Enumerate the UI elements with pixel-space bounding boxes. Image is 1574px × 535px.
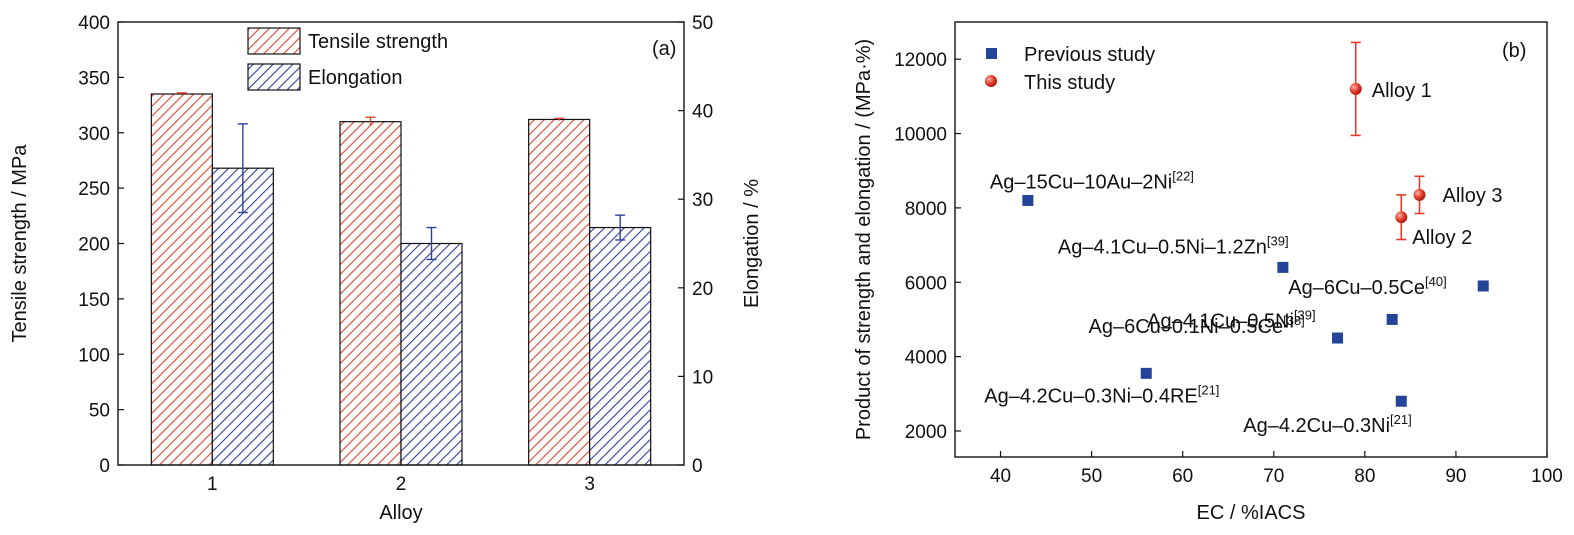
y-tick-label: 0 [99, 456, 110, 477]
x-tick-label: 3 [584, 474, 595, 495]
bar-tensile-strength [528, 118, 591, 466]
legend-label: This study [1024, 72, 1115, 94]
point-label: Alloy 1 [1372, 80, 1432, 102]
bar-elongation [589, 226, 652, 466]
axis-ticks: 40 50 60 70 80 90 100 2000 4000 6000 8000 10000 1200… [894, 50, 1563, 487]
bars [150, 93, 652, 466]
point-previous-study [1386, 313, 1398, 325]
y-tick-label: 400 [78, 13, 110, 34]
point-label: Ag–6Cu–0.1Ni–0.5Ce[38] [1089, 313, 1305, 338]
point-previous-study [1022, 194, 1034, 206]
panel-label: (a) [652, 38, 676, 60]
data-points: Ag–15Cu–10Au–2Ni[22] Ag–4.1Cu–0.5Ni–1.2Zn… [984, 41, 1503, 437]
legend-label: Elongation [308, 67, 403, 89]
y-tick-label: 250 [78, 179, 110, 200]
point-label: Alloy 3 [1442, 185, 1502, 207]
legend: Tensile strength Elongation [247, 27, 448, 91]
legend-swatch [247, 63, 301, 91]
y-tick-label: 100 [78, 345, 110, 366]
y-tick-label: 50 [89, 401, 110, 422]
panel-b-scatter-chart: 40 50 60 70 80 90 100 2000 4000 6000 8000 10000 1200… [853, 21, 1563, 524]
error-bars [176, 92, 626, 261]
legend: Previous study This study [985, 44, 1155, 94]
panel-label: (b) [1502, 40, 1526, 62]
bar-elongation [211, 167, 274, 466]
bar-tensile-strength [339, 121, 402, 466]
y-tick-label: 300 [78, 124, 110, 145]
point-label: Ag–4.1Cu–0.5Ni[39] [1147, 307, 1315, 332]
y-tick-label: 150 [78, 290, 110, 311]
x-tick-label: 90 [1445, 466, 1466, 487]
x-axis-title: Alloy [379, 502, 422, 524]
legend-marker-circle [985, 75, 997, 87]
point-previous-study [1277, 261, 1289, 273]
x-tick-label: 50 [1081, 466, 1102, 487]
legend-label: Tensile strength [308, 31, 448, 53]
y-tick-label: 12000 [894, 50, 947, 71]
point-label: Ag–4.2Cu–0.3Ni[21] [1243, 412, 1411, 437]
y-tick-label: 2000 [905, 422, 947, 443]
y-axis-right-title: Elongation / % [741, 179, 763, 308]
x-tick-label: 100 [1531, 466, 1563, 487]
bar-elongation [400, 242, 463, 466]
point-previous-study [1477, 280, 1489, 292]
y-tick-label: 4000 [905, 348, 947, 369]
point-label: Ag–4.1Cu–0.5Ni–1.2Zn[39] [1058, 233, 1289, 258]
y-right-tick-label: 40 [692, 102, 713, 123]
x-tick-label: 70 [1263, 466, 1284, 487]
point-this-study [1395, 211, 1408, 224]
x-tick-label: 1 [207, 474, 218, 495]
legend-label: Previous study [1024, 44, 1155, 66]
point-label: Ag–6Cu–0.5Ce[40] [1288, 274, 1446, 299]
y-tick-label: 8000 [905, 199, 947, 220]
y-right-tick-label: 0 [692, 456, 703, 477]
axis-ticks: 0 50 100 150 200 250 300 350 400 0 10 20 30 40 50 1 2 3 [78, 13, 713, 495]
y-right-tick-label: 20 [692, 279, 713, 300]
bar-tensile-strength [150, 93, 213, 466]
y-tick-label: 200 [78, 235, 110, 256]
point-previous-study [1332, 332, 1344, 344]
y-right-tick-label: 50 [692, 13, 713, 34]
x-tick-label: 2 [396, 474, 407, 495]
point-this-study [1349, 82, 1362, 95]
y-axis-title: Product of strength and elongation / (MP… [853, 39, 875, 440]
y-tick-label: 6000 [905, 273, 947, 294]
point-label: Ag–15Cu–10Au–2Ni[22] [990, 168, 1194, 193]
y-right-tick-label: 30 [692, 190, 713, 211]
panel-a-bar-chart: 0 50 100 150 200 250 300 350 400 0 10 20 30 40 50 1 2 3 T… [9, 13, 763, 524]
legend-marker-square [986, 48, 997, 59]
point-label: Alloy 2 [1412, 227, 1472, 249]
x-tick-label: 40 [990, 466, 1011, 487]
x-tick-label: 60 [1172, 466, 1193, 487]
x-tick-label: 80 [1354, 466, 1375, 487]
point-label: Ag–4.2Cu–0.3Ni–0.4RE[21] [984, 382, 1219, 407]
point-previous-study [1140, 367, 1152, 379]
y-axis-title: Tensile strength / MPa [9, 144, 31, 343]
y-tick-label: 10000 [894, 125, 947, 146]
x-axis-title: EC / %IACS [1197, 502, 1306, 524]
y-right-tick-label: 10 [692, 367, 713, 388]
y-tick-label: 350 [78, 68, 110, 89]
plot-frame [954, 21, 1548, 458]
legend-swatch [247, 27, 301, 55]
point-this-study [1413, 188, 1426, 201]
point-previous-study [1395, 395, 1407, 407]
